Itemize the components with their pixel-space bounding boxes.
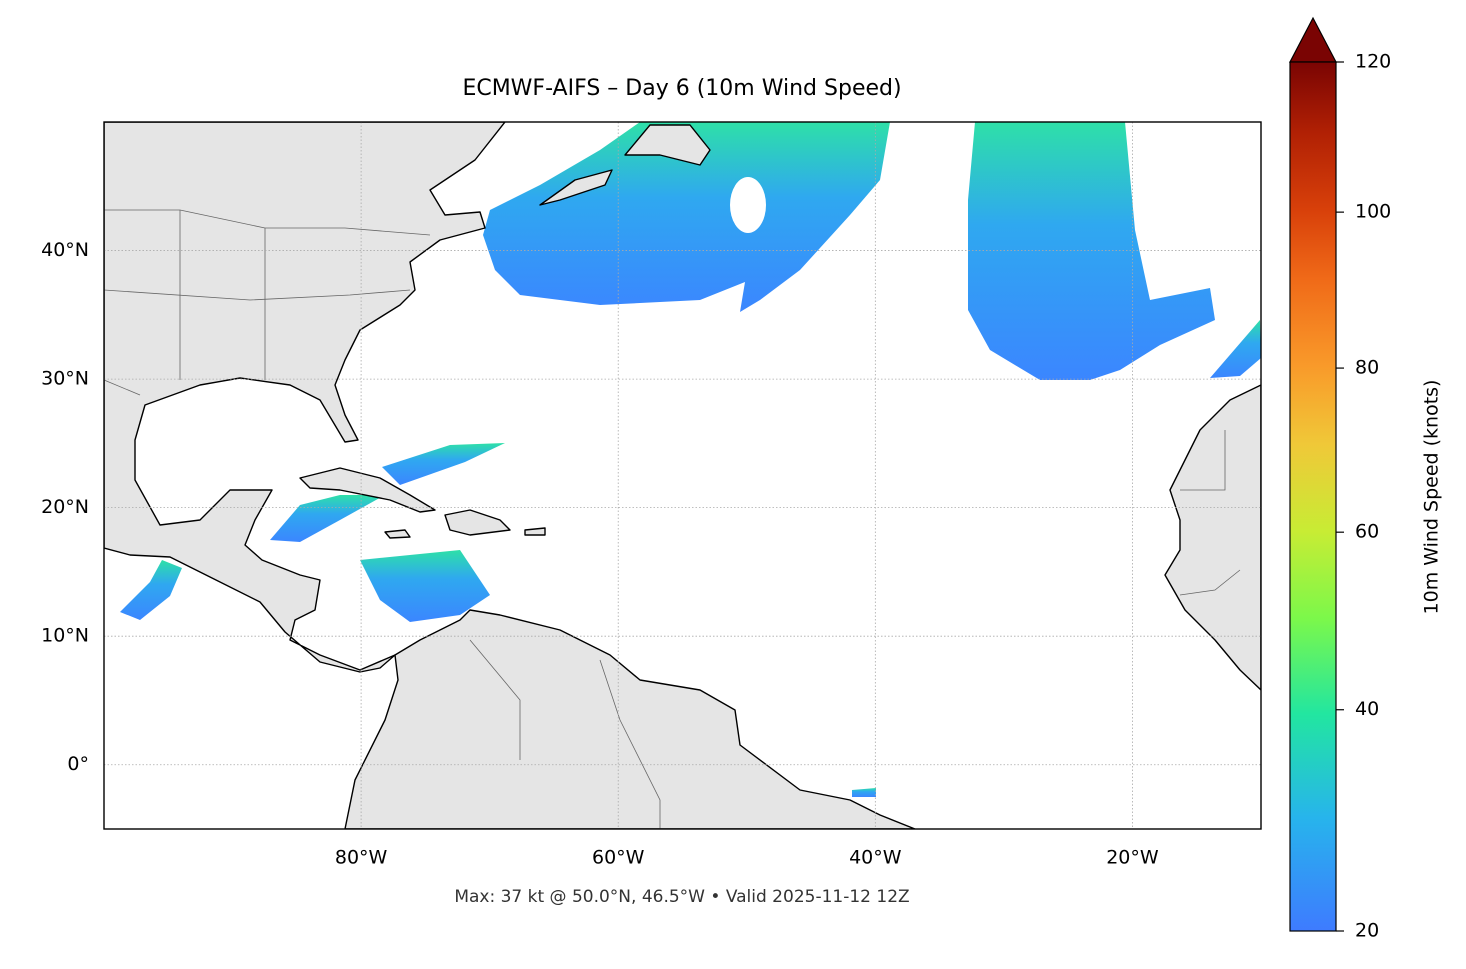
colorbar-tick-label: 80 [1355, 357, 1379, 379]
lat-tick-label: 30°N [41, 368, 89, 390]
south-america [344, 609, 916, 829]
colorbar-tick-label: 100 [1355, 201, 1391, 223]
wind-area [360, 550, 490, 622]
lat-tick-label: 40°N [41, 239, 89, 261]
wind-area [1210, 320, 1261, 378]
gridlines [104, 122, 1261, 829]
cuba [299, 467, 436, 513]
border [1180, 430, 1226, 491]
tick-labels: 80°W 60°W 40°W 20°W 0° 10°N 20°N 30°N 40°N [41, 239, 1159, 868]
africa [1164, 384, 1261, 691]
border [469, 639, 521, 760]
borders [104, 209, 1241, 829]
hispaniola [444, 509, 511, 536]
wind-area [483, 122, 890, 312]
colorbar: 10m Wind Speed (knots) 20 40 60 80 100 120 [1289, 16, 1443, 942]
title: ECMWF-AIFS – Day 6 (10m Wind Speed) [462, 76, 901, 101]
colorbar-extend [1289, 16, 1337, 63]
border [599, 659, 661, 829]
map-frame [103, 121, 1262, 830]
border [1179, 569, 1241, 596]
lon-tick-label: 60°W [592, 847, 645, 869]
colorbar-tick-label: 120 [1355, 51, 1391, 73]
colorbar-scale [1289, 61, 1337, 932]
wind-area [852, 788, 876, 797]
colorbar-tick-label: 60 [1355, 521, 1379, 543]
colorbar-tick-label: 20 [1355, 920, 1379, 942]
puerto-rico [524, 527, 546, 536]
lon-tick-label: 20°W [1106, 847, 1159, 869]
nova-scotia [539, 169, 613, 206]
lat-tick-label: 10°N [41, 625, 89, 647]
land [104, 122, 1261, 829]
colorbar-tick-label: 40 [1355, 698, 1379, 720]
lon-tick-label: 40°W [849, 847, 902, 869]
note: Max: 37 kt @ 50.0°N, 46.5°W • Valid 2025… [454, 887, 909, 907]
map-body [104, 122, 1261, 829]
jamaica [384, 529, 411, 539]
border [104, 379, 141, 396]
colorbar-label: 10m Wind Speed (knots) [1421, 380, 1443, 615]
lat-tick-label: 20°N [41, 496, 89, 518]
north-america [104, 122, 506, 673]
wind-area [120, 560, 182, 620]
wind-gap [730, 177, 766, 233]
border [104, 289, 411, 301]
wind-area [382, 443, 505, 485]
newfoundland [624, 124, 711, 166]
wind-area [968, 122, 1215, 380]
lon-tick-label: 80°W [335, 847, 388, 869]
lat-tick-label: 0° [67, 753, 89, 775]
wind-area [270, 495, 385, 542]
